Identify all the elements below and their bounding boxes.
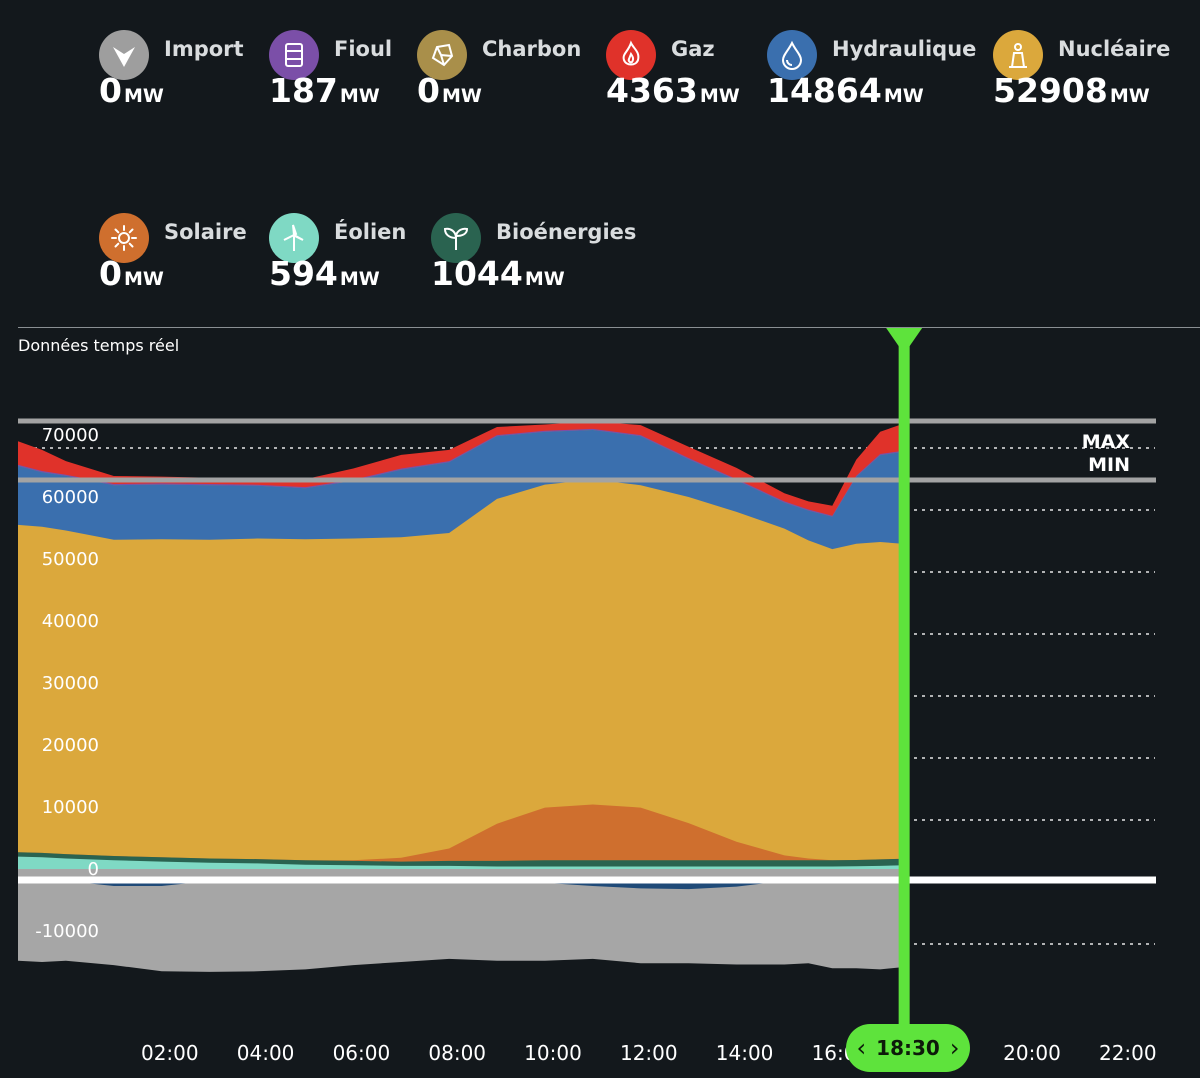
y-tick-label: 30000 (42, 673, 99, 694)
source-value-unit: MW (1109, 85, 1150, 107)
source-value: 4363 MW (606, 71, 740, 110)
source-label: Solaire (164, 220, 247, 244)
source-value-number: 4363 (606, 71, 698, 110)
x-tick-label: 20:00 (1003, 1041, 1061, 1065)
source-label: Éolien (334, 220, 407, 244)
source-label: Fioul (334, 37, 393, 61)
source-value: 0 MW (99, 254, 164, 293)
area-eolien[interactable] (18, 856, 905, 869)
x-tick-label: 08:00 (428, 1041, 486, 1065)
water-drop-icon (767, 30, 817, 80)
current-time: 18:30 (876, 1036, 940, 1060)
leaf-icon (431, 213, 481, 263)
source-value-number: 1044 (431, 254, 523, 293)
coal-icon (417, 30, 467, 80)
x-tick-label: 22:00 (1099, 1041, 1157, 1065)
area-export[interactable] (18, 869, 905, 972)
y-tick-label: 40000 (42, 611, 99, 632)
chart-title: Données temps réel (18, 336, 180, 355)
source-value-unit: MW (441, 85, 482, 107)
source-value-number: 0 (99, 254, 122, 293)
chevron-left-icon[interactable]: ‹ (856, 1034, 867, 1062)
chevron-right-icon[interactable]: › (949, 1034, 960, 1062)
y-tick-label: 20000 (42, 735, 99, 756)
source-value-unit: MW (339, 268, 380, 290)
source-value-number: 14864 (767, 71, 882, 110)
barrel-icon (269, 30, 319, 80)
source-label: Charbon (482, 37, 582, 61)
source-value-unit: MW (883, 85, 924, 107)
chevron-down-icon (99, 30, 149, 80)
flame-icon (606, 30, 656, 80)
sun-icon (99, 213, 149, 263)
source-label: Import (164, 37, 244, 61)
source-label: Nucléaire (1058, 37, 1171, 61)
source-value: 187 MW (269, 71, 380, 110)
y-tick-label: 60000 (42, 487, 99, 508)
time-cursor-pill[interactable]: ‹ 18:30 › (846, 1024, 970, 1072)
source-value-unit: MW (123, 268, 164, 290)
x-tick-label: 10:00 (524, 1041, 582, 1065)
y-tick-label: 0 (88, 859, 99, 880)
source-value-unit: MW (524, 268, 565, 290)
source-value-number: 52908 (993, 71, 1108, 110)
y-tick-label: 70000 (42, 425, 99, 446)
divider (18, 327, 1200, 328)
source-value-unit: MW (339, 85, 380, 107)
y-tick-label: 10000 (42, 797, 99, 818)
y-tick-label: 50000 (42, 549, 99, 570)
source-value: 1044 MW (431, 254, 565, 293)
source-value-number: 0 (99, 71, 122, 110)
y-tick-label: -10000 (35, 921, 99, 942)
time-cursor-handle[interactable] (886, 328, 923, 354)
x-tick-label: 06:00 (333, 1041, 391, 1065)
x-tick-label: 14:00 (716, 1041, 774, 1065)
source-value-unit: MW (123, 85, 164, 107)
area-nucleaire[interactable] (18, 479, 905, 869)
max-label: MAX (1082, 431, 1131, 453)
source-label: Gaz (671, 37, 715, 61)
source-value-unit: MW (699, 85, 740, 107)
x-tick-label: 04:00 (237, 1041, 295, 1065)
x-tick-label: 02:00 (141, 1041, 199, 1065)
source-value-number: 594 (269, 254, 338, 293)
source-value: 52908 MW (993, 71, 1150, 110)
source-value-number: 187 (269, 71, 338, 110)
min-label: MIN (1088, 454, 1130, 476)
nuclear-plant-icon (993, 30, 1043, 80)
source-label: Bioénergies (496, 220, 637, 244)
source-value: 594 MW (269, 254, 380, 293)
source-value: 14864 MW (767, 71, 924, 110)
source-value-number: 0 (417, 71, 440, 110)
wind-turbine-icon (269, 213, 319, 263)
source-label: Hydraulique (832, 37, 977, 61)
area-solaire[interactable] (18, 804, 905, 870)
x-tick-label: 12:00 (620, 1041, 678, 1065)
source-value: 0 MW (99, 71, 164, 110)
source-value: 0 MW (417, 71, 482, 110)
